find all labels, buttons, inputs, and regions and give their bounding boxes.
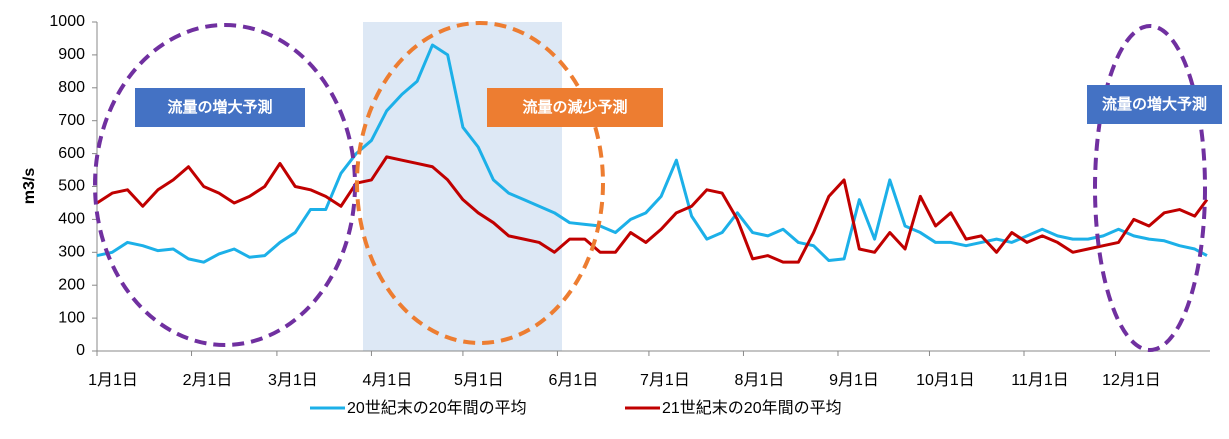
x-tick-label: 9月1日	[829, 372, 879, 389]
y-tick-label: 300	[58, 244, 85, 261]
x-tick-label: 5月1日	[454, 372, 504, 389]
x-tick-label: 12月1日	[1102, 372, 1161, 389]
y-tick-label: 700	[58, 112, 85, 129]
series-line	[96, 43, 1208, 264]
x-tick-label: 6月1日	[549, 372, 599, 389]
y-tick-label: 900	[58, 46, 85, 63]
y-tick-label: 100	[58, 309, 85, 326]
y-tick-label: 600	[58, 145, 85, 162]
x-tick-label: 8月1日	[735, 372, 785, 389]
y-tick-label: 0	[76, 342, 85, 359]
x-tick-label: 2月1日	[183, 372, 233, 389]
annotation: 流量の増大予測	[167, 98, 272, 116]
y-tick-label: 400	[58, 211, 85, 228]
highlight-ellipse	[1093, 24, 1207, 352]
x-tick-label: 7月1日	[640, 372, 690, 389]
y-tick-label: 500	[58, 178, 85, 195]
y-axis-label: m3/s	[21, 168, 38, 205]
annotation-box	[487, 88, 663, 127]
annotation-box	[1087, 85, 1222, 124]
x-tick-label: 3月1日	[268, 372, 318, 389]
series-line	[96, 155, 1209, 264]
y-tick-label: 200	[58, 276, 85, 293]
x-tick-label: 10月1日	[916, 372, 975, 389]
x-tick-label: 4月1日	[363, 372, 413, 389]
legend-label: 20世紀末の20年間の平均	[347, 399, 527, 417]
highlight-period	[363, 22, 562, 351]
y-tick-label: 1000	[49, 13, 85, 30]
x-tick-label: 11月1日	[1011, 372, 1069, 389]
highlight-ellipse	[93, 23, 357, 347]
legend-label: 21世紀末の20年間の平均	[662, 399, 842, 417]
y-tick-label: 800	[58, 79, 85, 96]
annotation: 流量の減少予測	[522, 98, 627, 116]
annotation-box	[135, 88, 305, 127]
x-tick-label: 1月1日	[88, 372, 138, 389]
annotation: 流量の増大予測	[1102, 95, 1207, 113]
highlight-ellipse	[355, 21, 605, 345]
